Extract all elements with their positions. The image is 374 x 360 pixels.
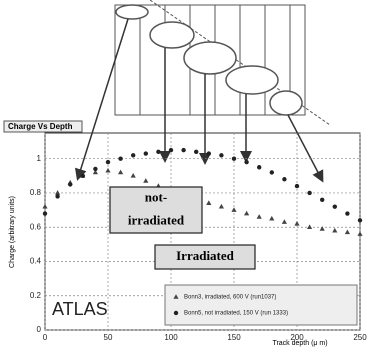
legend-label: Bonn3, irradiated, 600 V (run1037) [184,295,276,301]
point [206,200,212,206]
legend [164,284,358,326]
point [332,204,337,209]
plot-area: 0 0.2 0.4 0.6 0.8 1 0 50 100 150 200 250 not-irradia… [30,133,367,342]
point [219,153,224,158]
point [105,167,111,173]
point [307,224,313,230]
x-axis-label: Track depth (μ m) [272,340,327,347]
y-tick-label: 0 [37,325,42,334]
point [168,147,174,153]
annotation-text: not- [145,189,167,204]
y-axis-label: Charge (arbitrary units) [9,196,16,268]
point [269,215,275,221]
point [55,190,61,195]
point [118,156,123,161]
point [55,194,60,199]
point [320,197,325,203]
x-tick-label: 150 [227,333,241,342]
y-tick-label: 0.4 [30,257,42,266]
legend-marker [173,294,179,299]
legend-marker [173,310,179,316]
point [244,159,249,165]
sensor-diagram [74,0,331,183]
point [357,218,363,223]
x-tick-label: 0 [43,333,48,342]
legend-label: Bonn5, not irradiated, 150 V (run 1333) [184,311,288,317]
point [105,159,111,165]
point [294,220,300,226]
point [269,170,274,175]
point [143,178,149,183]
x-tick-label: 50 [104,333,113,342]
annotation-box [109,186,203,234]
point [131,153,136,158]
point [231,207,237,212]
title-box [3,120,83,133]
annotation-text: irradiated [128,212,185,227]
x-tick-label: 250 [353,333,367,342]
point [319,226,325,231]
y-tick-label: 0.6 [30,222,42,231]
point [92,169,98,175]
point [294,183,300,189]
point [194,149,199,155]
point [80,173,86,179]
annotation-box [154,244,256,270]
point [332,227,338,233]
watermark: ATLAS [52,299,108,319]
point [231,156,237,161]
point [257,165,262,170]
point [218,203,224,209]
point [282,177,287,182]
y-tick-label: 0.8 [30,188,42,197]
point [143,151,148,156]
point [68,182,73,187]
y-tick-label: 1 [37,154,42,163]
point [206,151,211,156]
point [281,219,287,224]
annotation-text: Irradiated [176,248,235,263]
point [307,190,312,196]
point [42,211,48,216]
point [256,214,262,219]
point [345,211,350,216]
point [244,210,250,216]
chart-title: Charge Vs Depth [8,122,73,131]
point [156,149,161,155]
point [344,229,350,235]
y-tick-label: 0.2 [30,291,42,300]
point [130,173,136,178]
point [357,231,363,236]
x-tick-label: 200 [290,333,304,342]
point [42,203,48,209]
x-tick-label: 100 [164,333,178,342]
point [181,147,186,153]
point [118,169,124,175]
point [93,166,98,172]
